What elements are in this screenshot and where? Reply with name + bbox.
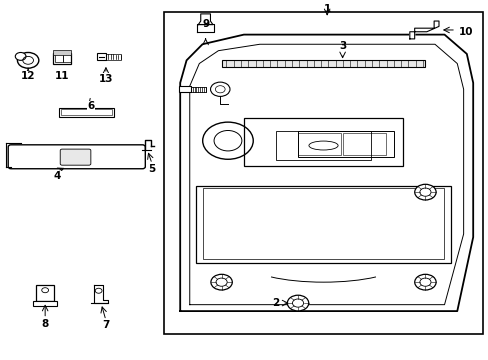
Circle shape <box>414 184 435 200</box>
Bar <box>297 133 340 155</box>
Bar <box>343 133 386 155</box>
Circle shape <box>202 122 253 159</box>
Text: 1: 1 <box>323 4 330 14</box>
Polygon shape <box>409 21 438 39</box>
Text: 5: 5 <box>148 164 155 174</box>
Bar <box>164 12 482 334</box>
Bar <box>61 109 112 115</box>
Bar <box>59 108 114 117</box>
Bar <box>106 54 120 60</box>
Text: 9: 9 <box>202 19 209 29</box>
Bar <box>55 54 63 62</box>
Polygon shape <box>198 14 212 24</box>
Circle shape <box>210 274 232 290</box>
Bar <box>53 53 71 64</box>
Bar <box>97 53 106 60</box>
Bar <box>63 54 71 62</box>
Bar <box>36 285 54 301</box>
Text: 8: 8 <box>41 319 49 329</box>
Text: 12: 12 <box>21 71 35 81</box>
FancyBboxPatch shape <box>60 149 91 165</box>
Bar <box>179 86 191 93</box>
Circle shape <box>210 82 229 96</box>
Bar <box>196 186 450 263</box>
Text: 6: 6 <box>87 102 95 111</box>
Text: 7: 7 <box>102 320 109 330</box>
Bar <box>33 301 57 306</box>
Bar <box>297 131 393 157</box>
Circle shape <box>18 53 39 68</box>
Bar <box>203 188 443 259</box>
Text: 13: 13 <box>99 74 113 84</box>
Circle shape <box>287 295 308 311</box>
Circle shape <box>15 53 26 60</box>
Polygon shape <box>94 285 108 303</box>
Text: 3: 3 <box>338 41 346 51</box>
Text: 10: 10 <box>458 27 472 37</box>
Bar <box>275 131 370 160</box>
Bar <box>244 118 402 166</box>
Bar <box>191 87 205 92</box>
Bar <box>221 60 425 67</box>
Circle shape <box>414 274 435 290</box>
Text: 4: 4 <box>54 171 61 181</box>
Bar <box>53 50 71 55</box>
Polygon shape <box>197 24 214 32</box>
Text: 11: 11 <box>55 71 69 81</box>
FancyBboxPatch shape <box>8 145 145 169</box>
Text: 2: 2 <box>271 298 278 308</box>
